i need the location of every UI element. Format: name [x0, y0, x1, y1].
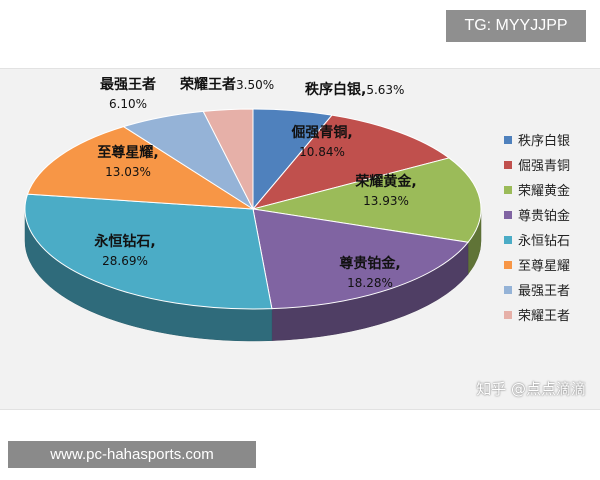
legend-item: 至尊星耀 — [504, 252, 600, 277]
data-label-至尊星耀: 至尊星耀, 13.03% — [97, 144, 158, 179]
legend-swatch — [504, 210, 512, 219]
legend-label: 永恒钻石 — [518, 234, 571, 249]
pie-slice-倔强青铜 — [251, 114, 451, 210]
legend-swatch — [504, 185, 512, 194]
legend-item: 尊贵铂金 — [504, 202, 600, 227]
pie-slice-至尊星耀 — [26, 126, 254, 210]
data-label-value: 18.28% — [347, 276, 393, 290]
legend-label: 倔强青铜 — [518, 159, 571, 174]
pie-slice-荣耀王者 — [202, 108, 254, 210]
pie-slice-荣耀黄金 — [252, 157, 482, 243]
data-label-value: 6.10% — [109, 97, 147, 111]
data-label-text: 秩序白银,5.63% — [305, 81, 404, 98]
legend-swatch — [504, 160, 512, 169]
legend-label: 秩序白银 — [518, 134, 571, 149]
legend-item: 秩序白银 — [504, 127, 600, 152]
legend-swatch — [504, 260, 512, 269]
legend-swatch — [504, 310, 512, 319]
data-label-name: 倔强青铜, — [291, 124, 352, 141]
pie-chart-panel: 秩序白银,5.63% 倔强青铜, 10.84% 荣耀黄金, 13.93% 尊贵铂金, 18.… — [0, 68, 600, 410]
legend-item: 最强王者 — [504, 277, 600, 302]
legend-label: 尊贵铂金 — [518, 209, 571, 224]
data-label-value: 10.84% — [299, 145, 345, 159]
data-label-name: 至尊星耀, — [97, 144, 158, 161]
data-label-value: 13.93% — [363, 194, 409, 208]
legend-swatch — [504, 285, 512, 294]
pie-slice-尊贵铂金 — [252, 208, 469, 310]
data-label-name: 荣耀王者 — [179, 76, 236, 93]
chart-legend: 秩序白银 倔强青铜 荣耀黄金 尊贵铂金 永恒钻石 至尊星耀 最强王者 荣耀王者 — [504, 127, 600, 327]
data-label-name: 秩序白银, — [305, 81, 366, 98]
legend-item: 荣耀黄金 — [504, 177, 600, 202]
legend-label: 至尊星耀 — [518, 259, 571, 274]
pie-slice-永恒钻石 — [24, 193, 273, 310]
data-label-name: 最强王者 — [100, 76, 156, 93]
top-tag: TG: MYYJJPP — [446, 10, 586, 42]
data-label-value: 3.50% — [236, 78, 274, 92]
data-label-倔强青铜: 倔强青铜, 10.84% — [291, 124, 352, 159]
data-label-尊贵铂金: 尊贵铂金, 18.28% — [339, 255, 400, 290]
legend-item: 倔强青铜 — [504, 152, 600, 177]
legend-swatch — [504, 135, 512, 144]
legend-swatch — [504, 235, 512, 244]
legend-item: 荣耀王者 — [504, 302, 600, 327]
pie-chart: 秩序白银,5.63% 倔强青铜, 10.84% 荣耀黄金, 13.93% 尊贵铂金, 18.… — [24, 76, 482, 342]
legend-item: 永恒钻石 — [504, 227, 600, 252]
legend-label: 荣耀黄金 — [518, 184, 571, 199]
data-label-name: 永恒钻石, — [93, 233, 155, 250]
data-label-秩序白银: 秩序白银,5.63% — [305, 81, 404, 98]
legend-label: 最强王者 — [518, 284, 571, 299]
zhihu-watermark: 知乎 @点点滴滴 — [476, 380, 586, 398]
footer-url-tag: www.pc-hahasports.com — [8, 441, 256, 468]
data-label-value: 5.63% — [366, 83, 404, 97]
data-label-value: 13.03% — [105, 165, 151, 179]
data-label-荣耀黄金: 荣耀黄金, 13.93% — [354, 173, 416, 208]
data-label-荣耀王者: 荣耀王者3.50% — [179, 76, 274, 93]
data-label-value: 28.69% — [102, 254, 148, 268]
legend-label: 荣耀王者 — [518, 309, 571, 324]
data-label-最强王者: 最强王者 6.10% — [100, 76, 156, 111]
data-label-name: 尊贵铂金, — [339, 255, 400, 272]
data-label-text: 荣耀王者3.50% — [179, 76, 274, 93]
data-label-永恒钻石: 永恒钻石, 28.69% — [93, 233, 155, 268]
data-label-name: 荣耀黄金, — [354, 173, 416, 190]
